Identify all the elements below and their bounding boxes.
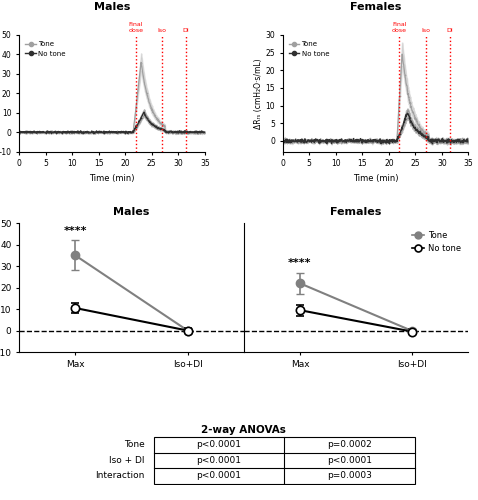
Bar xyxy=(154,437,414,484)
Text: DI: DI xyxy=(446,28,453,32)
Text: p<0.0001: p<0.0001 xyxy=(327,456,372,465)
Text: p=0.0002: p=0.0002 xyxy=(327,440,372,450)
Text: Interaction: Interaction xyxy=(96,472,145,480)
Text: Iso + DI: Iso + DI xyxy=(109,456,145,465)
Text: Tone: Tone xyxy=(124,440,145,450)
Title: Females: Females xyxy=(330,207,382,217)
Title: Females: Females xyxy=(350,2,402,12)
Text: Final
dose: Final dose xyxy=(128,22,143,32)
Title: Males: Males xyxy=(94,2,130,12)
X-axis label: Time (min): Time (min) xyxy=(353,174,398,183)
Legend: Tone, No tone: Tone, No tone xyxy=(22,38,68,60)
X-axis label: Time (min): Time (min) xyxy=(89,174,135,183)
Text: Iso: Iso xyxy=(158,28,167,32)
Text: p<0.0001: p<0.0001 xyxy=(196,456,241,465)
Legend: Tone, No tone: Tone, No tone xyxy=(286,38,332,60)
Text: p=0.0003: p=0.0003 xyxy=(327,472,372,480)
Text: ****: **** xyxy=(288,258,312,268)
Text: ****: **** xyxy=(64,226,87,236)
Text: Iso: Iso xyxy=(422,28,431,32)
Text: p<0.0001: p<0.0001 xyxy=(196,440,241,450)
Text: 2-way ANOVAs: 2-way ANOVAs xyxy=(201,426,286,436)
Legend: Tone, No tone: Tone, No tone xyxy=(409,228,464,256)
Text: DI: DI xyxy=(183,28,190,32)
Text: Final
dose: Final dose xyxy=(392,22,407,32)
Title: Males: Males xyxy=(113,207,150,217)
Text: p<0.0001: p<0.0001 xyxy=(196,472,241,480)
Y-axis label: ΔRᵣₛ (cmH₂O·s/mL): ΔRᵣₛ (cmH₂O·s/mL) xyxy=(254,58,262,128)
